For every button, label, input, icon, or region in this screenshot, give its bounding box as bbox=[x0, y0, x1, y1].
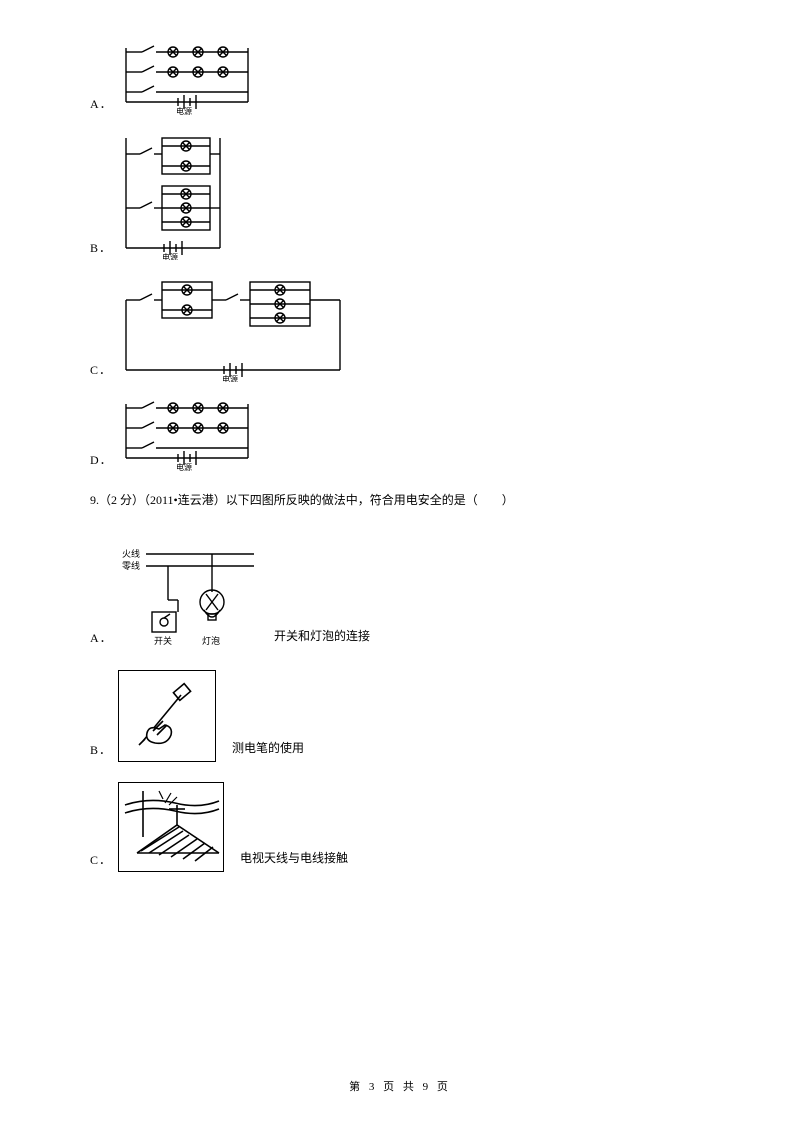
q9-option-a-label: A． bbox=[90, 629, 118, 650]
option-a-label: A． bbox=[90, 95, 118, 116]
source-label-c: 电源 bbox=[222, 374, 238, 382]
bulb-label: 灯泡 bbox=[202, 635, 220, 646]
q9-option-b-row: B． 测电笔的使用 bbox=[90, 670, 710, 762]
source-label-d: 电源 bbox=[176, 462, 192, 472]
q9-option-c-label: C． bbox=[90, 851, 118, 872]
live-wire-label: 火线 bbox=[122, 548, 140, 559]
circuit-diagram-c: 电源 bbox=[118, 274, 348, 382]
q9-image-b bbox=[118, 670, 216, 762]
source-label-b: 电源 bbox=[162, 252, 178, 260]
option-a-row: A． bbox=[90, 40, 710, 116]
circuit-diagram-b: 电源 bbox=[118, 130, 228, 260]
q9-option-a-desc: 开关和灯泡的连接 bbox=[274, 627, 370, 650]
q9-option-b-desc: 测电笔的使用 bbox=[232, 739, 304, 762]
q9-option-b-label: B． bbox=[90, 741, 118, 762]
option-d-row: D． 电源 bbox=[90, 396, 710, 472]
q9-option-c-desc: 电视天线与电线接触 bbox=[240, 849, 348, 872]
circuit-diagram-d: 电源 bbox=[118, 396, 256, 472]
option-b-label: B． bbox=[90, 239, 118, 260]
q9-diagram-a: 火线 零线 开关 灯泡 bbox=[118, 540, 258, 650]
switch-label: 开关 bbox=[154, 635, 172, 646]
source-label-a: 电源 bbox=[176, 106, 192, 116]
option-c-label: C． bbox=[90, 361, 118, 382]
option-c-row: C． bbox=[90, 274, 710, 382]
question-9-text: 9.（2 分）（2011•连云港）以下四图所反映的做法中，符合用电安全的是（ ） bbox=[90, 490, 710, 512]
q9-option-c-row: C． 电视天线与电线接触 bbox=[90, 782, 710, 872]
q9-option-a-row: A． 火线 零线 开关 灯泡 开关和灯泡的连接 bbox=[90, 540, 710, 650]
option-b-row: B． bbox=[90, 130, 710, 260]
circuit-diagram-a: 电源 bbox=[118, 40, 256, 116]
option-d-label: D． bbox=[90, 451, 118, 472]
neutral-wire-label: 零线 bbox=[122, 560, 140, 571]
page-footer: 第 3 页 共 9 页 bbox=[0, 1078, 800, 1094]
q9-image-c bbox=[118, 782, 224, 872]
